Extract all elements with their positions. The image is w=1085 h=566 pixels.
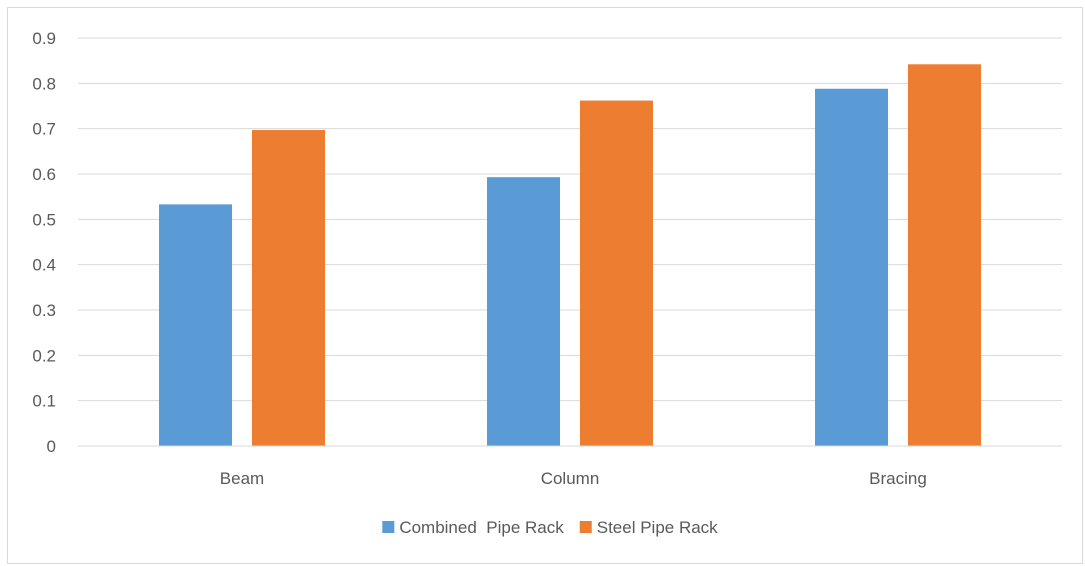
y-tick-label: 0.3 (32, 301, 56, 320)
bar-beam-series-1 (159, 204, 232, 446)
y-tick-label: 0.7 (32, 120, 56, 139)
legend-item: Steel Pipe Rack (579, 518, 718, 537)
y-tick-label: 0.6 (32, 165, 56, 184)
legend-swatch (579, 521, 592, 533)
y-tick-label: 0.4 (32, 256, 56, 275)
y-tick-label: 0.2 (32, 346, 56, 365)
bar-bracing-series-1 (815, 88, 888, 447)
y-tick-label: 0.9 (32, 29, 56, 48)
y-axis-tick-labels: 0 0.1 0.2 0.3 0.4 0.5 0.6 0.7 0.8 0.9 (32, 29, 56, 456)
y-tick-label: 0.1 (32, 392, 56, 411)
bar-beam-series-2 (252, 130, 325, 446)
gridlines (78, 37, 1062, 402)
x-axis-tick-labels: Beam Column Bracing (220, 469, 927, 488)
x-tick-label: Bracing (869, 469, 927, 488)
y-tick-label: 0 (47, 437, 56, 456)
x-tick-label: Beam (220, 469, 264, 488)
y-tick-label: 0.8 (32, 74, 56, 93)
legend-label: Steel Pipe Rack (597, 518, 718, 537)
legend-label: Combined Pipe Rack (399, 518, 564, 537)
x-tick-label: Column (541, 469, 600, 488)
bar-column-series-1 (487, 177, 560, 446)
legend: Combined Pipe Rack Steel Pipe Rack (382, 518, 718, 537)
legend-item: Combined Pipe Rack (382, 518, 564, 537)
legend-swatch (382, 521, 395, 533)
bar-bracing-series-2 (908, 64, 981, 446)
bars (159, 64, 981, 447)
y-tick-label: 0.5 (32, 210, 56, 229)
bar-column-series-2 (580, 100, 653, 446)
